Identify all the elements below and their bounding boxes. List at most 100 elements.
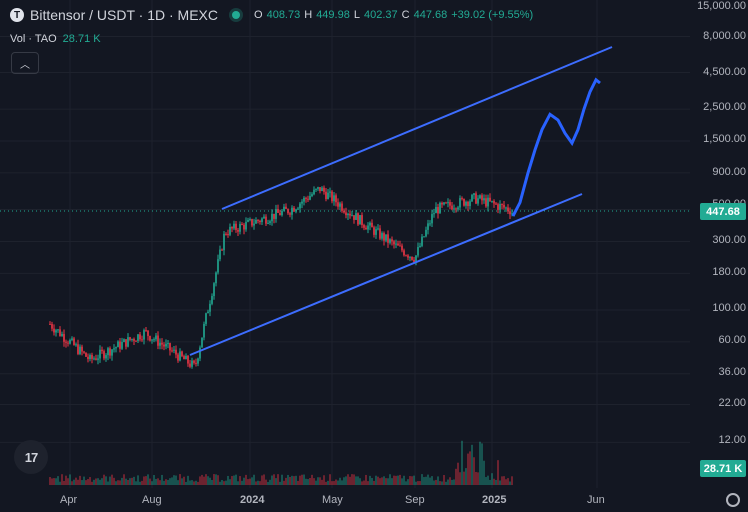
candle-body xyxy=(353,215,355,220)
volume-bar xyxy=(167,479,169,485)
candle-body xyxy=(351,215,353,217)
candle-body xyxy=(123,339,125,343)
ohlc-low-key: L xyxy=(353,9,360,21)
candle-body xyxy=(225,233,227,235)
candle-body xyxy=(441,202,443,205)
volume-bar xyxy=(93,479,95,485)
candle-body xyxy=(239,224,241,232)
volume-bar xyxy=(91,481,93,485)
volume-bar xyxy=(67,478,69,485)
volume-bar xyxy=(261,475,263,485)
volume-bar xyxy=(117,480,119,485)
settings-gear-icon[interactable] xyxy=(726,493,740,507)
volume-bar xyxy=(243,477,245,485)
candle-body xyxy=(59,329,61,336)
time-tick-label: Sep xyxy=(405,494,425,506)
volume-bar xyxy=(309,477,311,485)
candle-body xyxy=(79,346,81,354)
volume-bar xyxy=(217,475,219,485)
volume-bar xyxy=(143,476,145,485)
volume-bar xyxy=(323,475,325,485)
volume-bar xyxy=(329,474,331,485)
volume-bar xyxy=(263,474,265,485)
symbol-title[interactable]: Bittensor / USDT · 1D · MEXC xyxy=(30,7,219,23)
volume-bar xyxy=(493,478,495,485)
volume-bar xyxy=(405,481,407,485)
candle-body xyxy=(151,339,153,341)
volume-bar xyxy=(259,481,261,485)
volume-bar xyxy=(467,453,469,485)
volume-bar xyxy=(193,481,195,485)
collapse-legend-button[interactable]: ︿ xyxy=(11,52,39,74)
candle-body xyxy=(357,213,359,225)
candle-body xyxy=(109,348,111,356)
ohlc-close-key: C xyxy=(401,9,410,21)
candle-body xyxy=(461,198,463,200)
candle-body xyxy=(219,249,221,260)
volume-bar xyxy=(379,478,381,485)
ohlc-high-value: 449.98 xyxy=(316,9,350,21)
volume-bar xyxy=(409,476,411,485)
candle-body xyxy=(233,223,235,229)
candle-body xyxy=(285,206,287,209)
volume-bar xyxy=(111,474,113,485)
candle-body xyxy=(177,354,179,361)
volume-legend[interactable]: Vol · TAO 28.71 K xyxy=(10,33,101,45)
volume-bar xyxy=(337,480,339,485)
candle-body xyxy=(331,191,333,202)
ohlc-readout: O 408.73 H 449.98 L 402.37 C 447.68 +39.02 (… xyxy=(254,9,533,21)
tradingview-logo-icon[interactable]: 17 xyxy=(14,440,48,474)
price-tick-label: 2,500.00 xyxy=(703,101,746,113)
candle-body xyxy=(55,330,57,333)
candle-body xyxy=(335,195,337,203)
volume-bar xyxy=(273,474,275,485)
volume-bar xyxy=(195,480,197,485)
candle-body xyxy=(97,358,99,360)
candle-body xyxy=(375,229,377,235)
volume-bar xyxy=(255,481,257,485)
volume-bar xyxy=(507,478,509,485)
candle-body xyxy=(289,213,291,215)
bittensor-logo-icon: T xyxy=(10,8,24,22)
volume-bar xyxy=(121,477,123,485)
volume-bar xyxy=(281,474,283,485)
candle-body xyxy=(73,338,75,345)
candle-body xyxy=(65,341,67,343)
candle-body xyxy=(479,195,481,199)
volume-bar xyxy=(71,481,73,485)
volume-bar xyxy=(227,475,229,485)
candle-body xyxy=(141,339,143,341)
volume-bar xyxy=(423,477,425,485)
volume-bar xyxy=(459,472,461,485)
volume-bar xyxy=(411,476,413,485)
candle-body xyxy=(325,191,327,200)
volume-bar xyxy=(175,475,177,485)
time-tick-label: Apr xyxy=(60,494,78,506)
volume-bar xyxy=(203,476,205,485)
price-tick-label: 36.00 xyxy=(718,366,746,378)
volume-bar xyxy=(73,479,75,485)
volume-bar xyxy=(115,481,117,485)
volume-bar xyxy=(471,444,473,485)
candle-body xyxy=(337,202,339,207)
grid xyxy=(0,0,690,488)
candle-body xyxy=(259,220,261,223)
volume-bar xyxy=(407,479,409,485)
candle-body xyxy=(153,339,155,341)
volume-bar xyxy=(157,478,159,485)
volume-bar xyxy=(99,479,101,485)
symbol-header: T Bittensor / USDT · 1D · MEXC O 408.73 H… xyxy=(10,6,533,24)
volume-bar xyxy=(277,474,279,485)
candle-body xyxy=(363,225,365,228)
volume-bar xyxy=(165,479,167,485)
volume-bar xyxy=(465,468,467,485)
candle-body xyxy=(149,335,151,341)
volume-bar xyxy=(141,480,143,485)
volume-bar xyxy=(59,481,61,485)
volume-bar xyxy=(377,476,379,485)
candle-body xyxy=(305,197,307,199)
volume-bar xyxy=(207,476,209,485)
candle-body xyxy=(117,341,119,348)
volume-bar xyxy=(321,479,323,485)
